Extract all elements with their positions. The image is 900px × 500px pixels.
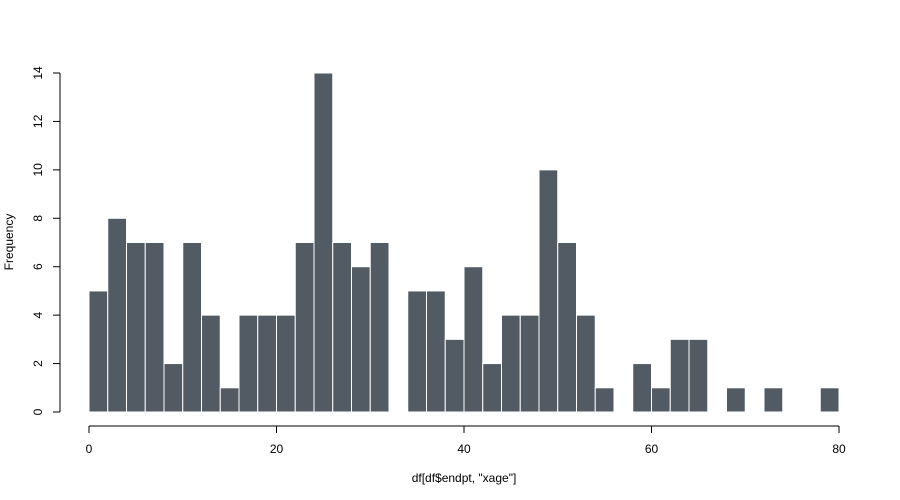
x-tick-label: 20 bbox=[270, 442, 284, 456]
x-tick-label: 40 bbox=[457, 442, 471, 456]
histogram-bar bbox=[688, 338, 709, 413]
histogram-bar bbox=[651, 387, 671, 413]
x-axis-title: df[df$endpt, "xage"] bbox=[412, 471, 517, 485]
histogram-bar bbox=[238, 314, 259, 413]
y-tick-label: 14 bbox=[31, 66, 45, 80]
x-tick-label: 0 bbox=[86, 442, 93, 456]
histogram-bar bbox=[126, 242, 146, 413]
x-axis: 0 20 40 60 80 bbox=[86, 425, 846, 456]
histogram-bar bbox=[576, 314, 596, 413]
histogram-bar bbox=[444, 338, 465, 413]
histogram-bar bbox=[726, 387, 746, 413]
histogram-bar bbox=[369, 242, 390, 413]
y-tick-label: 2 bbox=[31, 360, 45, 367]
histogram-bar bbox=[482, 363, 502, 413]
histogram-bar bbox=[351, 266, 371, 413]
x-tick-label: 80 bbox=[832, 442, 846, 456]
histogram-bar bbox=[463, 266, 484, 413]
histogram-bar bbox=[538, 169, 559, 413]
histogram-bar bbox=[669, 338, 690, 413]
y-tick-label: 10 bbox=[31, 163, 45, 177]
histogram-bar bbox=[144, 242, 165, 413]
histogram-bar bbox=[519, 314, 540, 413]
y-tick-label: 4 bbox=[31, 311, 45, 318]
histogram-bar bbox=[426, 290, 446, 413]
histogram-bar bbox=[294, 242, 315, 413]
histogram-bar bbox=[763, 387, 784, 413]
histogram-bar bbox=[163, 363, 184, 413]
y-tick-label: 12 bbox=[31, 114, 45, 128]
y-axis: 0 2 4 6 8 10 12 14 bbox=[31, 66, 61, 415]
y-tick-label: 0 bbox=[31, 408, 45, 415]
histogram-bar bbox=[632, 363, 652, 413]
histogram-bar bbox=[201, 314, 221, 413]
histogram-bar bbox=[182, 242, 202, 413]
histogram-bar bbox=[501, 314, 521, 413]
x-tick-label: 60 bbox=[645, 442, 659, 456]
histogram-bar bbox=[332, 242, 352, 413]
histogram-bar bbox=[88, 290, 109, 413]
histogram-bar bbox=[594, 387, 615, 413]
y-tick-label: 8 bbox=[31, 215, 45, 222]
histogram-bar bbox=[819, 387, 840, 413]
histogram-bar bbox=[276, 314, 296, 413]
histogram-bar bbox=[219, 387, 240, 413]
histogram-bar bbox=[557, 242, 577, 413]
y-tick-label: 6 bbox=[31, 263, 45, 270]
histogram-bars bbox=[88, 72, 840, 413]
histogram-bar bbox=[107, 217, 127, 413]
histogram-bar bbox=[313, 72, 334, 413]
y-axis-title: Frequency bbox=[2, 214, 16, 271]
histogram-bar bbox=[257, 314, 277, 413]
histogram-bar bbox=[407, 290, 427, 413]
